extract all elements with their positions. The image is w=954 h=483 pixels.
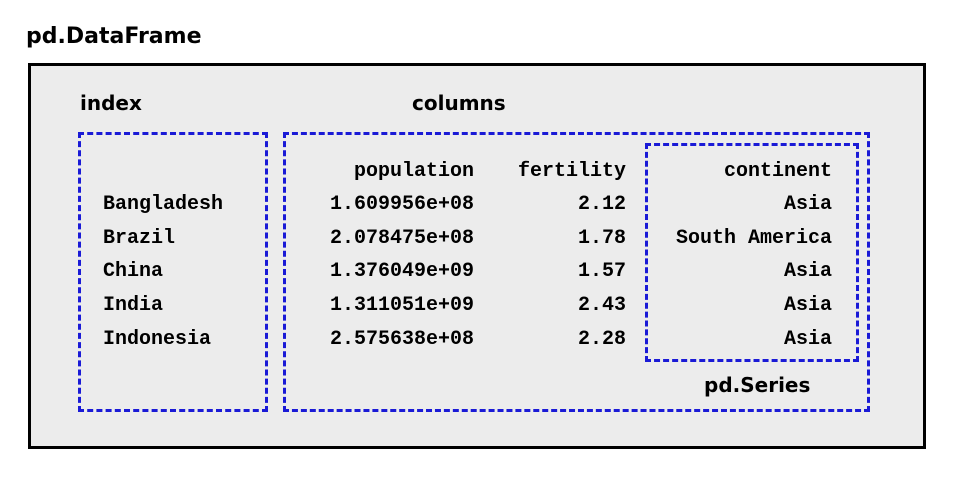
row-index: China: [103, 260, 164, 283]
row-index: Indonesia: [103, 328, 212, 351]
continent-value: Asia: [783, 260, 832, 283]
columns-label: columns: [412, 91, 506, 115]
fertility-value: 2.12: [577, 193, 626, 216]
continent-value: Asia: [783, 328, 832, 351]
population-value: 1.311051e+09: [329, 294, 474, 317]
population-value: 2.078475e+08: [329, 227, 474, 250]
header-fertility: fertility: [517, 160, 626, 183]
header-continent: continent: [723, 160, 832, 183]
fertility-value: 2.43: [577, 294, 626, 317]
population-value: 1.376049e+09: [329, 260, 474, 283]
row-index: Bangladesh: [103, 193, 224, 216]
population-value: 1.609956e+08: [329, 193, 474, 216]
diagram-title: pd.DataFrame: [26, 24, 202, 49]
columns-outline: [283, 132, 870, 412]
row-index: India: [103, 294, 164, 317]
index-label: index: [80, 91, 142, 115]
fertility-value: 2.28: [577, 328, 626, 351]
continent-value: Asia: [783, 193, 832, 216]
continent-value: Asia: [783, 294, 832, 317]
continent-value: South America: [675, 227, 832, 250]
series-outline: [645, 143, 859, 362]
fertility-value: 1.78: [577, 227, 626, 250]
row-index: Brazil: [103, 227, 176, 250]
index-outline: [78, 132, 268, 412]
dataframe-box: [28, 63, 926, 449]
header-population: population: [353, 160, 474, 183]
population-value: 2.575638e+08: [329, 328, 474, 351]
series-label: pd.Series: [704, 373, 811, 397]
fertility-value: 1.57: [577, 260, 626, 283]
